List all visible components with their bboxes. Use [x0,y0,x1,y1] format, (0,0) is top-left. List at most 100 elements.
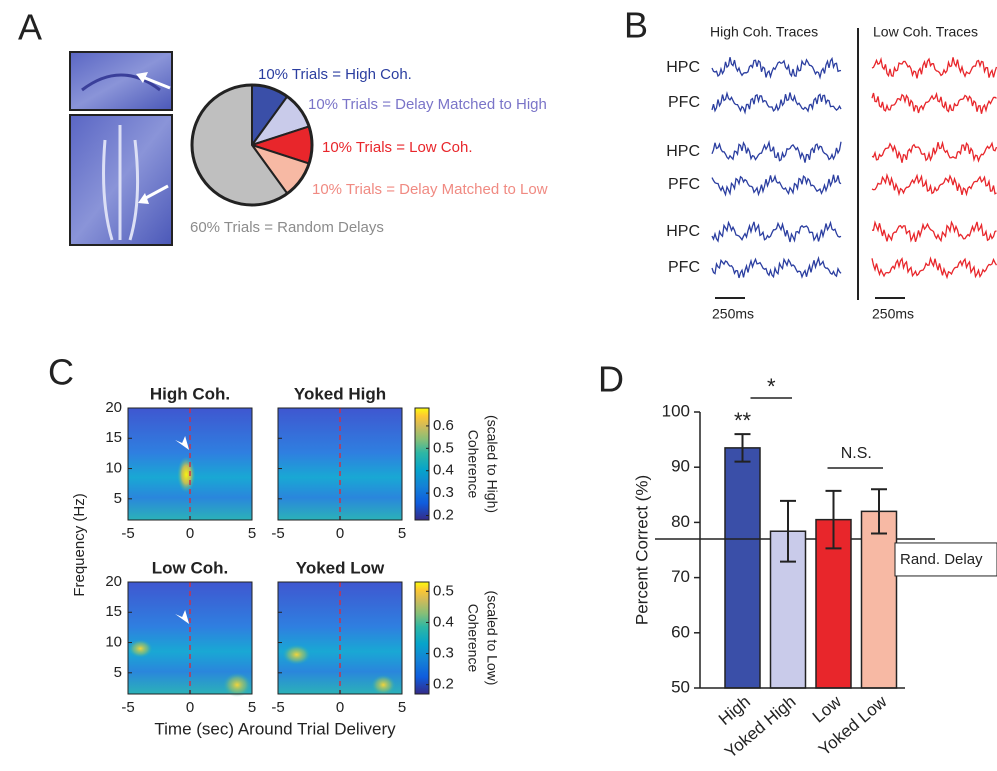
y-tick-label: 20 [105,573,122,590]
colorbar-tick-label: 0.4 [433,462,454,479]
row-label: HPC [666,223,700,240]
scale-bar-label: 250ms [712,306,754,322]
row-label: HPC [666,59,700,76]
colorbar [414,407,430,521]
error-bar [734,433,751,463]
y-tick-label: 10 [105,460,122,477]
y-tick-label: 60 [671,622,690,641]
colorbar-label: (scaled to High) [484,415,500,513]
trace [871,140,997,163]
x-tick-label: 0 [336,525,344,542]
colorbar-label: Coherence [465,430,481,499]
x-tick-label: 0 [336,699,344,716]
trace [872,220,997,243]
pie-label: 60% Trials = Random Delays [190,219,384,236]
x-tick-label: -5 [271,525,284,542]
heatmap-hotspot [177,456,196,493]
y-tick-label: 80 [671,512,690,531]
heatmap-hotspot [282,644,311,665]
error-bar [871,488,887,535]
trace [711,220,842,243]
colorbar-label: Coherence [465,604,481,673]
x-tick-label: -5 [121,525,134,542]
y-tick-label: 5 [114,664,122,681]
brain-detail [81,73,161,92]
pie-label: 10% Trials = Delay Matched to High [308,96,547,113]
y-tick-label: 5 [114,490,122,507]
colorbar-tick-label: 0.4 [433,613,454,630]
colorbar-tick-label: 0.5 [433,582,454,599]
trace [871,256,997,280]
x-tick-label: 5 [248,525,256,542]
x-axis-label: Time (sec) Around Trial Delivery [154,719,396,738]
row-label: PFC [668,176,700,193]
y-tick-label: 100 [662,401,690,420]
significance: * [767,374,776,399]
pie-outline [190,83,314,207]
error-bar [780,499,796,563]
pie-label: 10% Trials = Low Coh. [322,139,473,156]
x-tick-label: -5 [121,699,134,716]
y-tick-label: 90 [671,457,690,476]
x-tick-label: 5 [398,699,406,716]
colorbar [414,581,430,695]
heatmap-title: High Coh. [150,384,230,403]
reference-label: Rand. Delay [900,551,983,568]
arrow-head [175,610,190,624]
bar [724,447,761,689]
pie-label: 10% Trials = Delay Matched to Low [312,181,548,198]
trace [871,91,997,114]
y-tick-label: 15 [105,429,122,446]
y-tick-label: 20 [105,399,122,416]
colorbar-tick-label: 0.3 [433,645,454,662]
x-tick-label: 0 [186,699,194,716]
brain-detail [102,125,140,241]
trace [711,139,842,163]
trace [711,255,842,279]
heatmap-title: Low Coh. [152,558,228,577]
x-tick-label: -5 [271,699,284,716]
brain-image [69,51,173,111]
scale-bar-label: 250ms [872,306,914,322]
trace [711,174,842,197]
arrow-head [175,436,190,450]
trace [871,56,997,79]
significance: ** [734,408,752,433]
error-bar [825,489,842,550]
pie-label: 10% Trials = High Coh. [258,66,412,83]
colorbar-tick-label: 0.5 [433,439,454,456]
colorbar-tick-label: 0.2 [433,506,454,523]
panel-label: B [624,5,648,46]
panel-label: D [598,359,624,400]
x-tick-label: 5 [398,525,406,542]
y-tick-label: 70 [671,567,690,586]
heatmap-hotspot [128,639,153,658]
x-tick-label: 5 [248,699,256,716]
x-tick-label: Low [809,691,846,726]
heatmap-title: Yoked Low [296,558,385,577]
x-tick-label: 0 [186,525,194,542]
column-title: High Coh. Traces [710,24,818,40]
bar [860,510,898,689]
reference-box [894,542,997,577]
colorbar-tick-label: 0.3 [433,484,454,501]
arrow-head [136,72,148,83]
row-label: PFC [668,259,700,276]
trace [711,90,842,115]
heatmap-hotspot [371,674,396,695]
trace [871,172,997,197]
colorbar-tick-label: 0.2 [433,676,454,693]
row-label: HPC [666,143,700,160]
column-title: Low Coh. Traces [873,24,978,40]
trace [711,56,842,80]
heatmap-title: Yoked High [294,384,386,403]
panel-label: A [18,7,42,48]
x-tick-label: High [715,692,754,729]
heatmap-hotspot [223,672,252,697]
colorbar-label: (scaled to Low) [484,591,500,686]
colorbar-tick-label: 0.6 [433,417,454,434]
y-tick-label: 15 [105,603,122,620]
arrow-head [138,193,149,204]
y-axis-label: Frequency (Hz) [71,493,88,596]
